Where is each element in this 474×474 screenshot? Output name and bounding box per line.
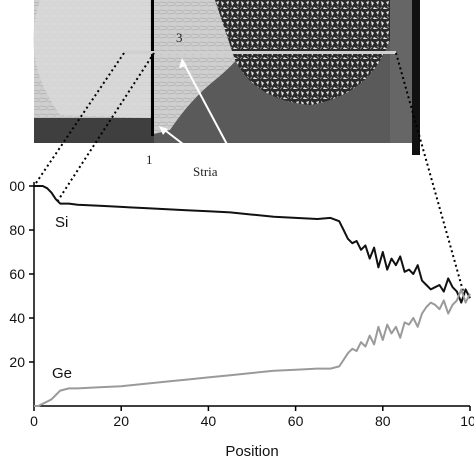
stria-arrowhead-1 — [179, 58, 187, 68]
x-tick-label: 80 — [375, 413, 391, 429]
stria-arrow-1 — [181, 59, 231, 151]
y-tick-label: 00 — [9, 178, 25, 194]
photo-line-3 — [124, 51, 396, 54]
series-label-ge: Ge — [52, 365, 72, 382]
y-tick-label: 40 — [9, 310, 25, 326]
photo-label-1: 1 — [146, 152, 153, 167]
stria-arrow-2 — [161, 127, 201, 158]
photo-seed-lobe — [33, 0, 151, 118]
photo-label-3: 3 — [176, 30, 183, 45]
y-tick-label: 20 — [9, 354, 25, 370]
series-label-si: Si — [55, 214, 68, 231]
x-ticks: 0 20 40 60 80 10 — [30, 406, 474, 429]
connector-left-1 — [33, 52, 125, 187]
x-tick-label: 20 — [113, 413, 129, 429]
x-tick-label: 60 — [288, 413, 304, 429]
photo-right-bar — [412, 0, 420, 155]
y-tick-label: 60 — [9, 266, 25, 282]
crystal-photo — [33, 0, 420, 158]
x-tick-label: 0 — [30, 413, 38, 429]
x-tick-label: 10 — [460, 413, 474, 429]
series-layer — [34, 185, 471, 407]
y-ticks: 20 40 60 80 00 — [9, 178, 34, 370]
x-axis-title: Position — [225, 443, 278, 460]
photo-label-stria: Stria — [193, 164, 218, 179]
x-tick-label: 40 — [201, 413, 217, 429]
connector-lines — [33, 52, 466, 299]
stria-arrowhead-2 — [159, 126, 168, 135]
photo-bottom-edge — [34, 118, 154, 143]
series-line-ge — [34, 288, 471, 407]
series-line-si — [34, 185, 471, 304]
photo-right-edge — [390, 0, 414, 143]
composition-chart: 0 20 40 60 80 10 20 40 60 80 00 Si Ge Position — [9, 178, 474, 460]
y-tick-label: 80 — [9, 222, 25, 238]
photo-line-1 — [151, 0, 154, 136]
